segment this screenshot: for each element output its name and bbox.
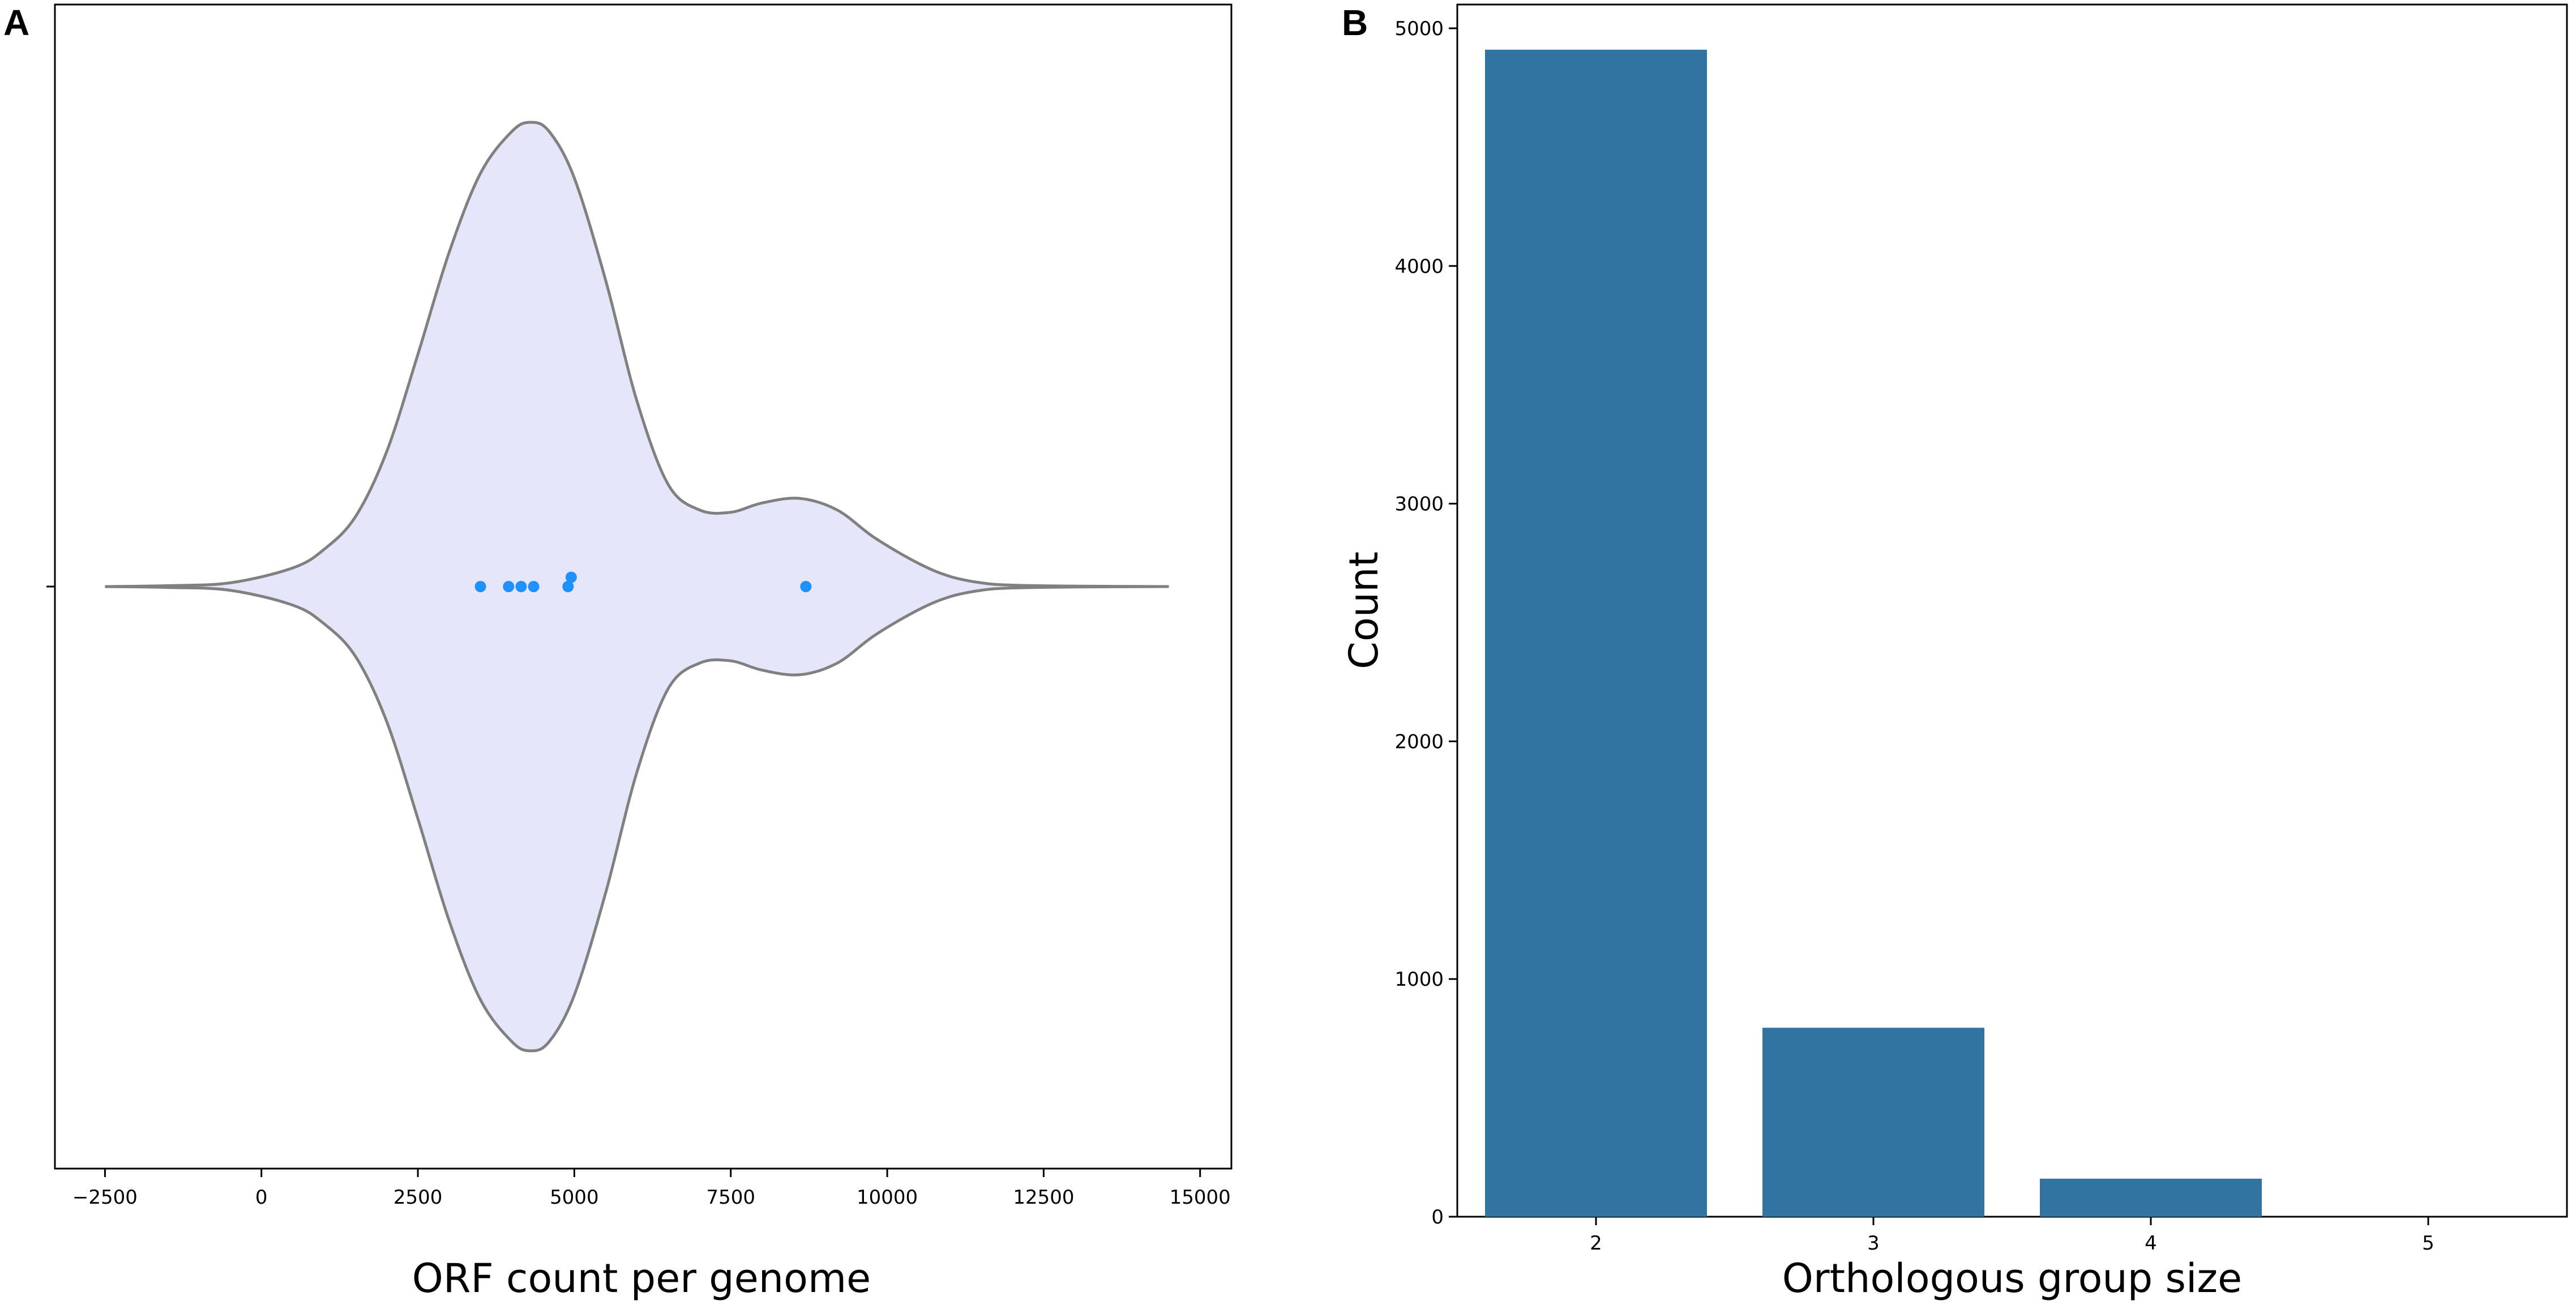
panel-a-letter: A xyxy=(3,2,29,43)
violin-point-0 xyxy=(474,581,486,592)
bar-x-tick-label: 2 xyxy=(1590,1232,1602,1255)
bar-x-tick-label: 5 xyxy=(2422,1232,2434,1255)
violin-plot-panel: −2500 0 2500 5000 7500 10000 12500 15000 ORF co… xyxy=(46,3,1233,1302)
bar-2 xyxy=(1485,49,1707,1217)
bar-y-tick-label: 3000 xyxy=(1394,493,1444,516)
violin-point-5 xyxy=(565,571,577,583)
violin-x-tick-label: −2500 xyxy=(72,1186,138,1209)
bar-y-axis-label: Count xyxy=(1341,551,1387,669)
violin-point-4 xyxy=(562,581,574,592)
bar-x-tick-label: 3 xyxy=(1867,1232,1880,1255)
violin-x-ticks: −2500 0 2500 5000 7500 10000 12500 15000 xyxy=(72,1169,1231,1209)
bar-y-tick-label: 2000 xyxy=(1394,730,1444,753)
violin-x-tick-label: 0 xyxy=(255,1186,268,1209)
bar-y-tick-label: 1000 xyxy=(1394,968,1444,991)
bar-x-tick-label: 4 xyxy=(2145,1232,2157,1255)
violin-point-2 xyxy=(515,581,527,592)
bar-x-ticks: 2 3 4 5 xyxy=(1590,1217,2434,1255)
violin-point-3 xyxy=(528,581,540,592)
bar-x-axis-label: Orthologous group size xyxy=(1782,1255,2242,1302)
panel-b-letter: B xyxy=(1342,2,1368,43)
violin-points xyxy=(474,571,812,592)
violin-x-tick-label: 7500 xyxy=(706,1186,755,1209)
violin-point-1 xyxy=(503,581,515,592)
bar-y-tick-label: 4000 xyxy=(1394,255,1444,278)
bar-3 xyxy=(1762,1028,1984,1217)
violin-x-tick-label: 15000 xyxy=(1170,1186,1231,1209)
bar-chart-panel: 0 1000 2000 3000 4000 5000 2 3 4 5 Count Ortholo… xyxy=(1341,3,2568,1302)
violin-body xyxy=(105,121,1169,1053)
bar-y-tick-label: 0 xyxy=(1431,1206,1444,1229)
bar-y-ticks: 0 1000 2000 3000 4000 5000 xyxy=(1394,18,1457,1229)
bar-chart-frame xyxy=(1456,3,2568,1218)
bar-y-tick-label: 5000 xyxy=(1394,18,1444,40)
violin-x-axis-label: ORF count per genome xyxy=(412,1255,871,1302)
violin-x-tick-label: 2500 xyxy=(393,1186,443,1209)
violin-x-tick-label: 5000 xyxy=(550,1186,599,1209)
bars xyxy=(1485,49,2262,1217)
violin-x-tick-label: 12500 xyxy=(1013,1186,1074,1209)
violin-point-6 xyxy=(800,581,812,592)
bar-4 xyxy=(2040,1178,2262,1217)
violin-x-tick-label: 10000 xyxy=(857,1186,918,1209)
